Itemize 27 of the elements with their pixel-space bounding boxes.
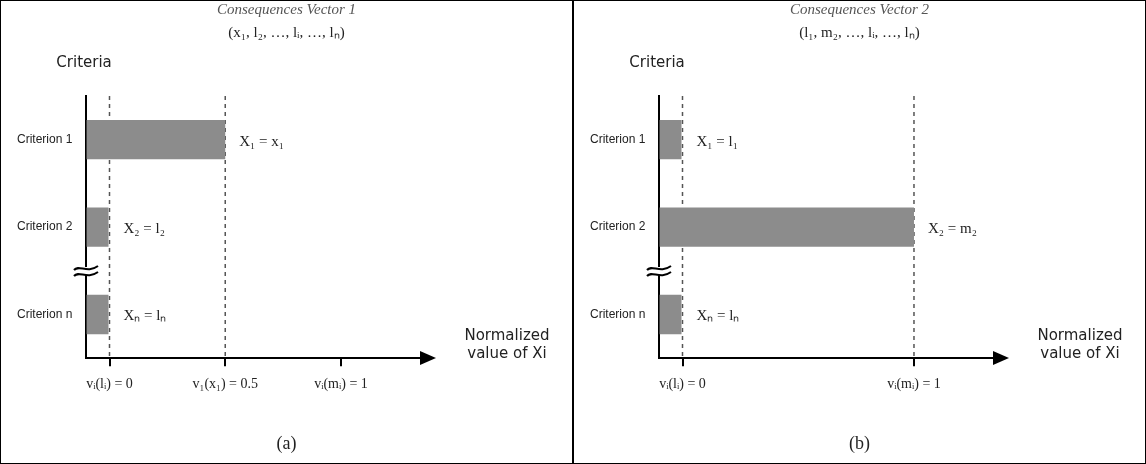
annotation: Xₙ = lₙ — [123, 307, 167, 324]
y-tick-label: Criterion n — [16, 306, 73, 321]
y-axis-title: Criteria — [629, 53, 685, 71]
x-axis-title: Normalized value of Xi — [463, 326, 551, 363]
chart-subtitle: (x₁, l₂, …, lᵢ, …, lₙ) — [227, 23, 346, 41]
x-tick-label: vᵢ(lᵢ) = 0 — [659, 376, 706, 393]
y-tick-label: Criterion 1 — [16, 132, 73, 147]
x-tick-label: vᵢ(mᵢ) = 1 — [887, 376, 941, 393]
chart-title: Consequences Vector 1 — [215, 1, 358, 18]
chart-title: Consequences Vector 2 — [788, 1, 931, 18]
y-axis-title: Criteria — [56, 53, 112, 71]
annotation: X₂ = l₂ — [123, 220, 165, 237]
x-tick-label: vᵢ(lᵢ) = 0 — [86, 376, 133, 393]
y-tick-label: Criterion 2 — [16, 219, 73, 234]
y-tick-label: Criterion 1 — [589, 132, 646, 147]
annotation: X₂ = m₂ — [927, 220, 977, 237]
text: (a) — [275, 433, 298, 454]
annotation: X₁ = l₁ — [696, 132, 738, 149]
text: (b) — [848, 433, 871, 454]
x-axis-title: Normalized value of Xi — [1036, 326, 1124, 363]
annotation: Xₙ = lₙ — [696, 307, 740, 324]
annotation: X₁ = x₁ — [239, 132, 285, 149]
chart-subtitle: (l₁, m₂, …, lᵢ, …, lₙ) — [798, 23, 921, 41]
x-tick-label: vᵢ(mᵢ) = 1 — [314, 376, 368, 393]
y-tick-label: Criterion 2 — [589, 219, 646, 234]
y-tick-label: Criterion n — [589, 306, 646, 321]
x-tick-label: v₁(x₁) = 0.5 — [192, 376, 258, 393]
